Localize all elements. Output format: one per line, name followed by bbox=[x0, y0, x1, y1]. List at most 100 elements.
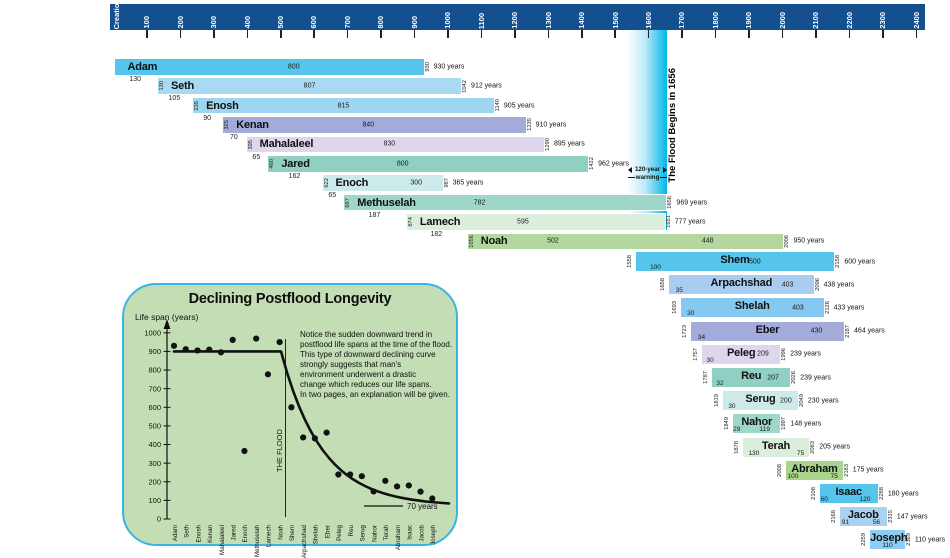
bar-start-year: 1819 bbox=[714, 391, 721, 410]
axis-tick bbox=[179, 30, 182, 38]
bar-age-label: 130 bbox=[129, 76, 142, 83]
bar-start-year-text: 1787 bbox=[703, 371, 710, 384]
axis-year-label: 1200 bbox=[510, 5, 520, 29]
bar-name-label: Lamech bbox=[419, 215, 461, 228]
axis-year-text: 1600 bbox=[643, 12, 653, 29]
scatter-point bbox=[370, 488, 377, 495]
bar-name-label: Joseph bbox=[870, 532, 908, 545]
bar-start-year: 2168 bbox=[831, 507, 838, 526]
bar-end-year-text: 2126 bbox=[824, 301, 831, 315]
y-tick-label: 500 bbox=[148, 422, 161, 431]
annotation-line: change which reduces our life spans. bbox=[300, 380, 432, 390]
bar-start-year: 460 bbox=[269, 156, 276, 172]
lifespan-bar-peleg: 1757 Peleg 30 209 1996 239 years bbox=[693, 343, 821, 365]
bar-start-year-text: 1558 bbox=[626, 255, 633, 268]
y-tick-label: 800 bbox=[148, 366, 161, 375]
bar-years-label: 239 years bbox=[800, 374, 831, 381]
scatter-point bbox=[264, 371, 272, 378]
bar-years-label: 438 years bbox=[823, 281, 855, 289]
asymptote-label: 70 years bbox=[407, 502, 438, 511]
bar-start-year: 622 bbox=[323, 175, 331, 191]
scatter-point bbox=[323, 429, 330, 436]
bar-end-year: 1651 bbox=[666, 214, 673, 230]
axis-tick bbox=[480, 30, 483, 38]
axis-year-text: 1100 bbox=[476, 12, 486, 29]
x-category-label: Shelah bbox=[313, 524, 320, 544]
bar-end-year: 2315 bbox=[887, 507, 895, 526]
lifespan-bar-abraham: 2008 Abraham 100 75 2183 175 years bbox=[777, 459, 883, 481]
bar-start-year: 1693 bbox=[672, 298, 679, 317]
axis-tick bbox=[614, 30, 617, 38]
scatter-point bbox=[405, 482, 412, 489]
lifespan-bar-enosh: 235 Enosh 815 1140 905 years bbox=[192, 96, 535, 115]
axis-tick bbox=[313, 30, 315, 38]
axis-tick bbox=[413, 30, 416, 38]
axis-year-text: 900 bbox=[409, 16, 419, 29]
bar-duration-label: 100 bbox=[787, 472, 799, 480]
bar-end-year-text: 2288 bbox=[878, 487, 885, 500]
bar-duration-label: 110 bbox=[882, 542, 893, 550]
flood-title-text: The Flood Begins in 1656 bbox=[667, 67, 678, 183]
lifespan-bar-reu: 1787 Reu 32 207 2026 239 years bbox=[703, 367, 831, 388]
bar-age-label: 65 bbox=[252, 153, 261, 161]
arrow-shaft-right bbox=[660, 177, 668, 178]
annotation-line: environment underwent a drastic bbox=[300, 370, 417, 380]
lifespan-bar-jared: 460 Jared 800 1422 962 years bbox=[267, 155, 629, 173]
bar-name-label: Reu bbox=[741, 370, 762, 382]
axis-year-text: 1400 bbox=[577, 12, 587, 29]
bar-end-year-text: 2026 bbox=[791, 371, 798, 384]
bar-end-year: 2369 bbox=[906, 530, 913, 549]
bar-end-year: 1656 bbox=[667, 195, 674, 211]
scatter-point bbox=[206, 346, 213, 353]
bar-years-label: 950 years bbox=[793, 237, 825, 245]
scatter-point bbox=[335, 471, 342, 478]
bar-end-year-text: 1140 bbox=[494, 99, 501, 112]
bar-duration-label: 91 bbox=[841, 519, 849, 527]
scatter-point bbox=[229, 336, 236, 343]
scatter-point bbox=[300, 434, 307, 441]
bar-name-label: Methuselah bbox=[357, 196, 416, 209]
scatter-point bbox=[182, 346, 189, 353]
lifespan-bar-adam: Adam 800 930 930 years bbox=[113, 58, 464, 76]
lifespan-bar-shelah: 1693 Shelah 30 403 2126 433 years bbox=[672, 297, 864, 319]
bar-start-year-text: 460 bbox=[269, 158, 276, 169]
inset-plot-svg: 0 100 200 300 400 500 600 700 800 900 1000 Adam Seth… bbox=[144, 319, 451, 558]
inset-annotation: Notice the sudden downward trend in postf… bbox=[300, 330, 460, 401]
y-tick-label: 300 bbox=[148, 459, 161, 468]
bar-years-label: 962 years bbox=[598, 160, 629, 168]
axis-tick bbox=[213, 30, 215, 38]
axis-tick bbox=[581, 30, 583, 38]
bar-name-label: Mahalaleel bbox=[259, 138, 314, 151]
annotation-line: postflood life spans at the time of the … bbox=[300, 340, 453, 350]
axis-year-text: 1500 bbox=[610, 12, 620, 29]
x-category-label: Seth bbox=[184, 524, 191, 537]
axis-year-text: 2300 bbox=[878, 12, 888, 29]
bar-years-label: 175 years bbox=[852, 466, 884, 474]
scatter-point bbox=[276, 339, 283, 346]
axis-year-label: 900 bbox=[410, 5, 420, 29]
bar-end-year-text: 1042 bbox=[462, 79, 469, 93]
bar-start-year-text: 1056 bbox=[468, 234, 475, 248]
scatter-point bbox=[358, 473, 365, 480]
bar-start-year: 325 bbox=[224, 117, 231, 133]
bar-years-label: 969 years bbox=[676, 199, 708, 207]
bar-duration-label: 840 bbox=[362, 121, 375, 129]
axis-year-label: 200 bbox=[175, 5, 185, 29]
axis-tick bbox=[246, 30, 249, 38]
bar-start-year: 1757 bbox=[693, 345, 700, 364]
bar-years-label: 147 years bbox=[896, 513, 928, 521]
scatter-point bbox=[170, 342, 178, 349]
bar-duration-label: 209 bbox=[757, 350, 769, 358]
bar-end-year-text: 2315 bbox=[887, 510, 894, 524]
axis-tick bbox=[781, 30, 784, 38]
bar-duration-label: 807 bbox=[303, 82, 316, 90]
axis-origin-label: Creation bbox=[112, 0, 122, 29]
bar-end-year: 2083 bbox=[810, 438, 817, 457]
bar-name-label: Nahor bbox=[741, 416, 773, 429]
axis-year-text: 1900 bbox=[744, 12, 754, 29]
axis-tick bbox=[681, 30, 683, 38]
bar-end-year: 2288 bbox=[878, 484, 886, 503]
y-tick-label: 600 bbox=[148, 403, 161, 412]
bar-start-year-text: 622 bbox=[323, 178, 330, 188]
axis-tick bbox=[146, 30, 148, 38]
